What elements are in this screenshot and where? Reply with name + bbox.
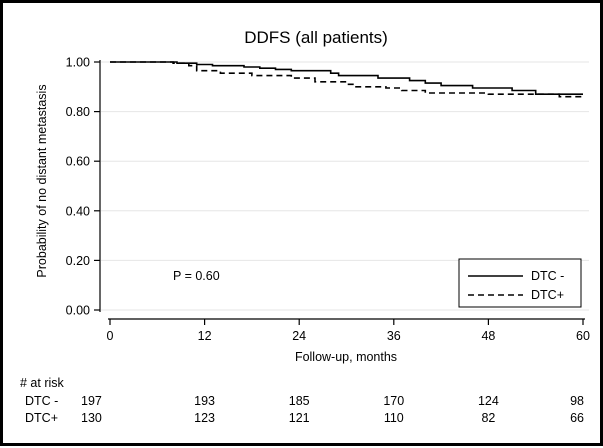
x-tick-label: 48 — [481, 329, 495, 343]
risk-table: # at risk DTC - 197 193 185 170 124 98 DTC+ 130 1… — [20, 376, 584, 425]
risk-value: 82 — [481, 411, 495, 425]
risk-value: 121 — [289, 411, 310, 425]
risk-value: 123 — [194, 411, 215, 425]
series-line-dtc-minus — [110, 61, 583, 95]
legend-label-dtc-plus: DTC+ — [531, 288, 564, 302]
legend-box — [458, 258, 582, 308]
y-tick-label: 1.00 — [66, 56, 90, 70]
plot-area: 0.00 0.20 0.40 0.60 0.80 1.00 0 12 24 36 48 60 — [66, 56, 590, 344]
x-axis-label: Follow-up, months — [295, 350, 397, 364]
y-axis-label: Probability of no distant metastasis — [35, 84, 49, 277]
risk-value: 185 — [289, 394, 310, 408]
risk-table-rows: DTC - 197 193 185 170 124 98 DTC+ 130 123 121 110 82… — [25, 394, 584, 425]
legend-label-dtc-minus: DTC - — [531, 269, 564, 283]
series-layer — [110, 61, 583, 98]
series-line-dtc-plus — [110, 61, 583, 98]
chart-title: DDFS (all patients) — [244, 28, 388, 47]
x-tick-label: 0 — [107, 329, 114, 343]
y-tick-label: 0.00 — [66, 304, 90, 318]
y-axis-ticks: 0.00 0.20 0.40 0.60 0.80 1.00 — [66, 56, 100, 318]
risk-row-label: DTC - — [25, 394, 58, 408]
x-tick-label: 36 — [387, 329, 401, 343]
risk-row-label: DTC+ — [25, 411, 58, 425]
grid-lines — [101, 61, 589, 311]
risk-value: 170 — [383, 394, 404, 408]
risk-value: 66 — [570, 411, 584, 425]
risk-value: 197 — [81, 394, 102, 408]
risk-value: 124 — [478, 394, 499, 408]
risk-table-header: # at risk — [20, 376, 65, 390]
y-tick-label: 0.80 — [66, 105, 90, 119]
risk-value: 110 — [384, 411, 404, 425]
y-tick-label: 0.20 — [66, 254, 90, 268]
x-tick-label: 60 — [576, 329, 590, 343]
km-chart: DDFS (all patients) 0.00 0.20 0.40 0.60 0.80… — [20, 28, 590, 425]
p-value-annotation: P = 0.60 — [173, 269, 220, 283]
y-tick-label: 0.40 — [66, 204, 90, 218]
x-tick-label: 24 — [292, 329, 306, 343]
y-tick-label: 0.60 — [66, 155, 90, 169]
legend: DTC - DTC+ — [458, 258, 582, 308]
x-tick-label: 12 — [198, 329, 212, 343]
risk-value: 193 — [194, 394, 215, 408]
risk-value: 130 — [81, 411, 102, 425]
x-axis-ticks: 0 12 24 36 48 60 — [107, 319, 590, 343]
risk-value: 98 — [570, 394, 584, 408]
